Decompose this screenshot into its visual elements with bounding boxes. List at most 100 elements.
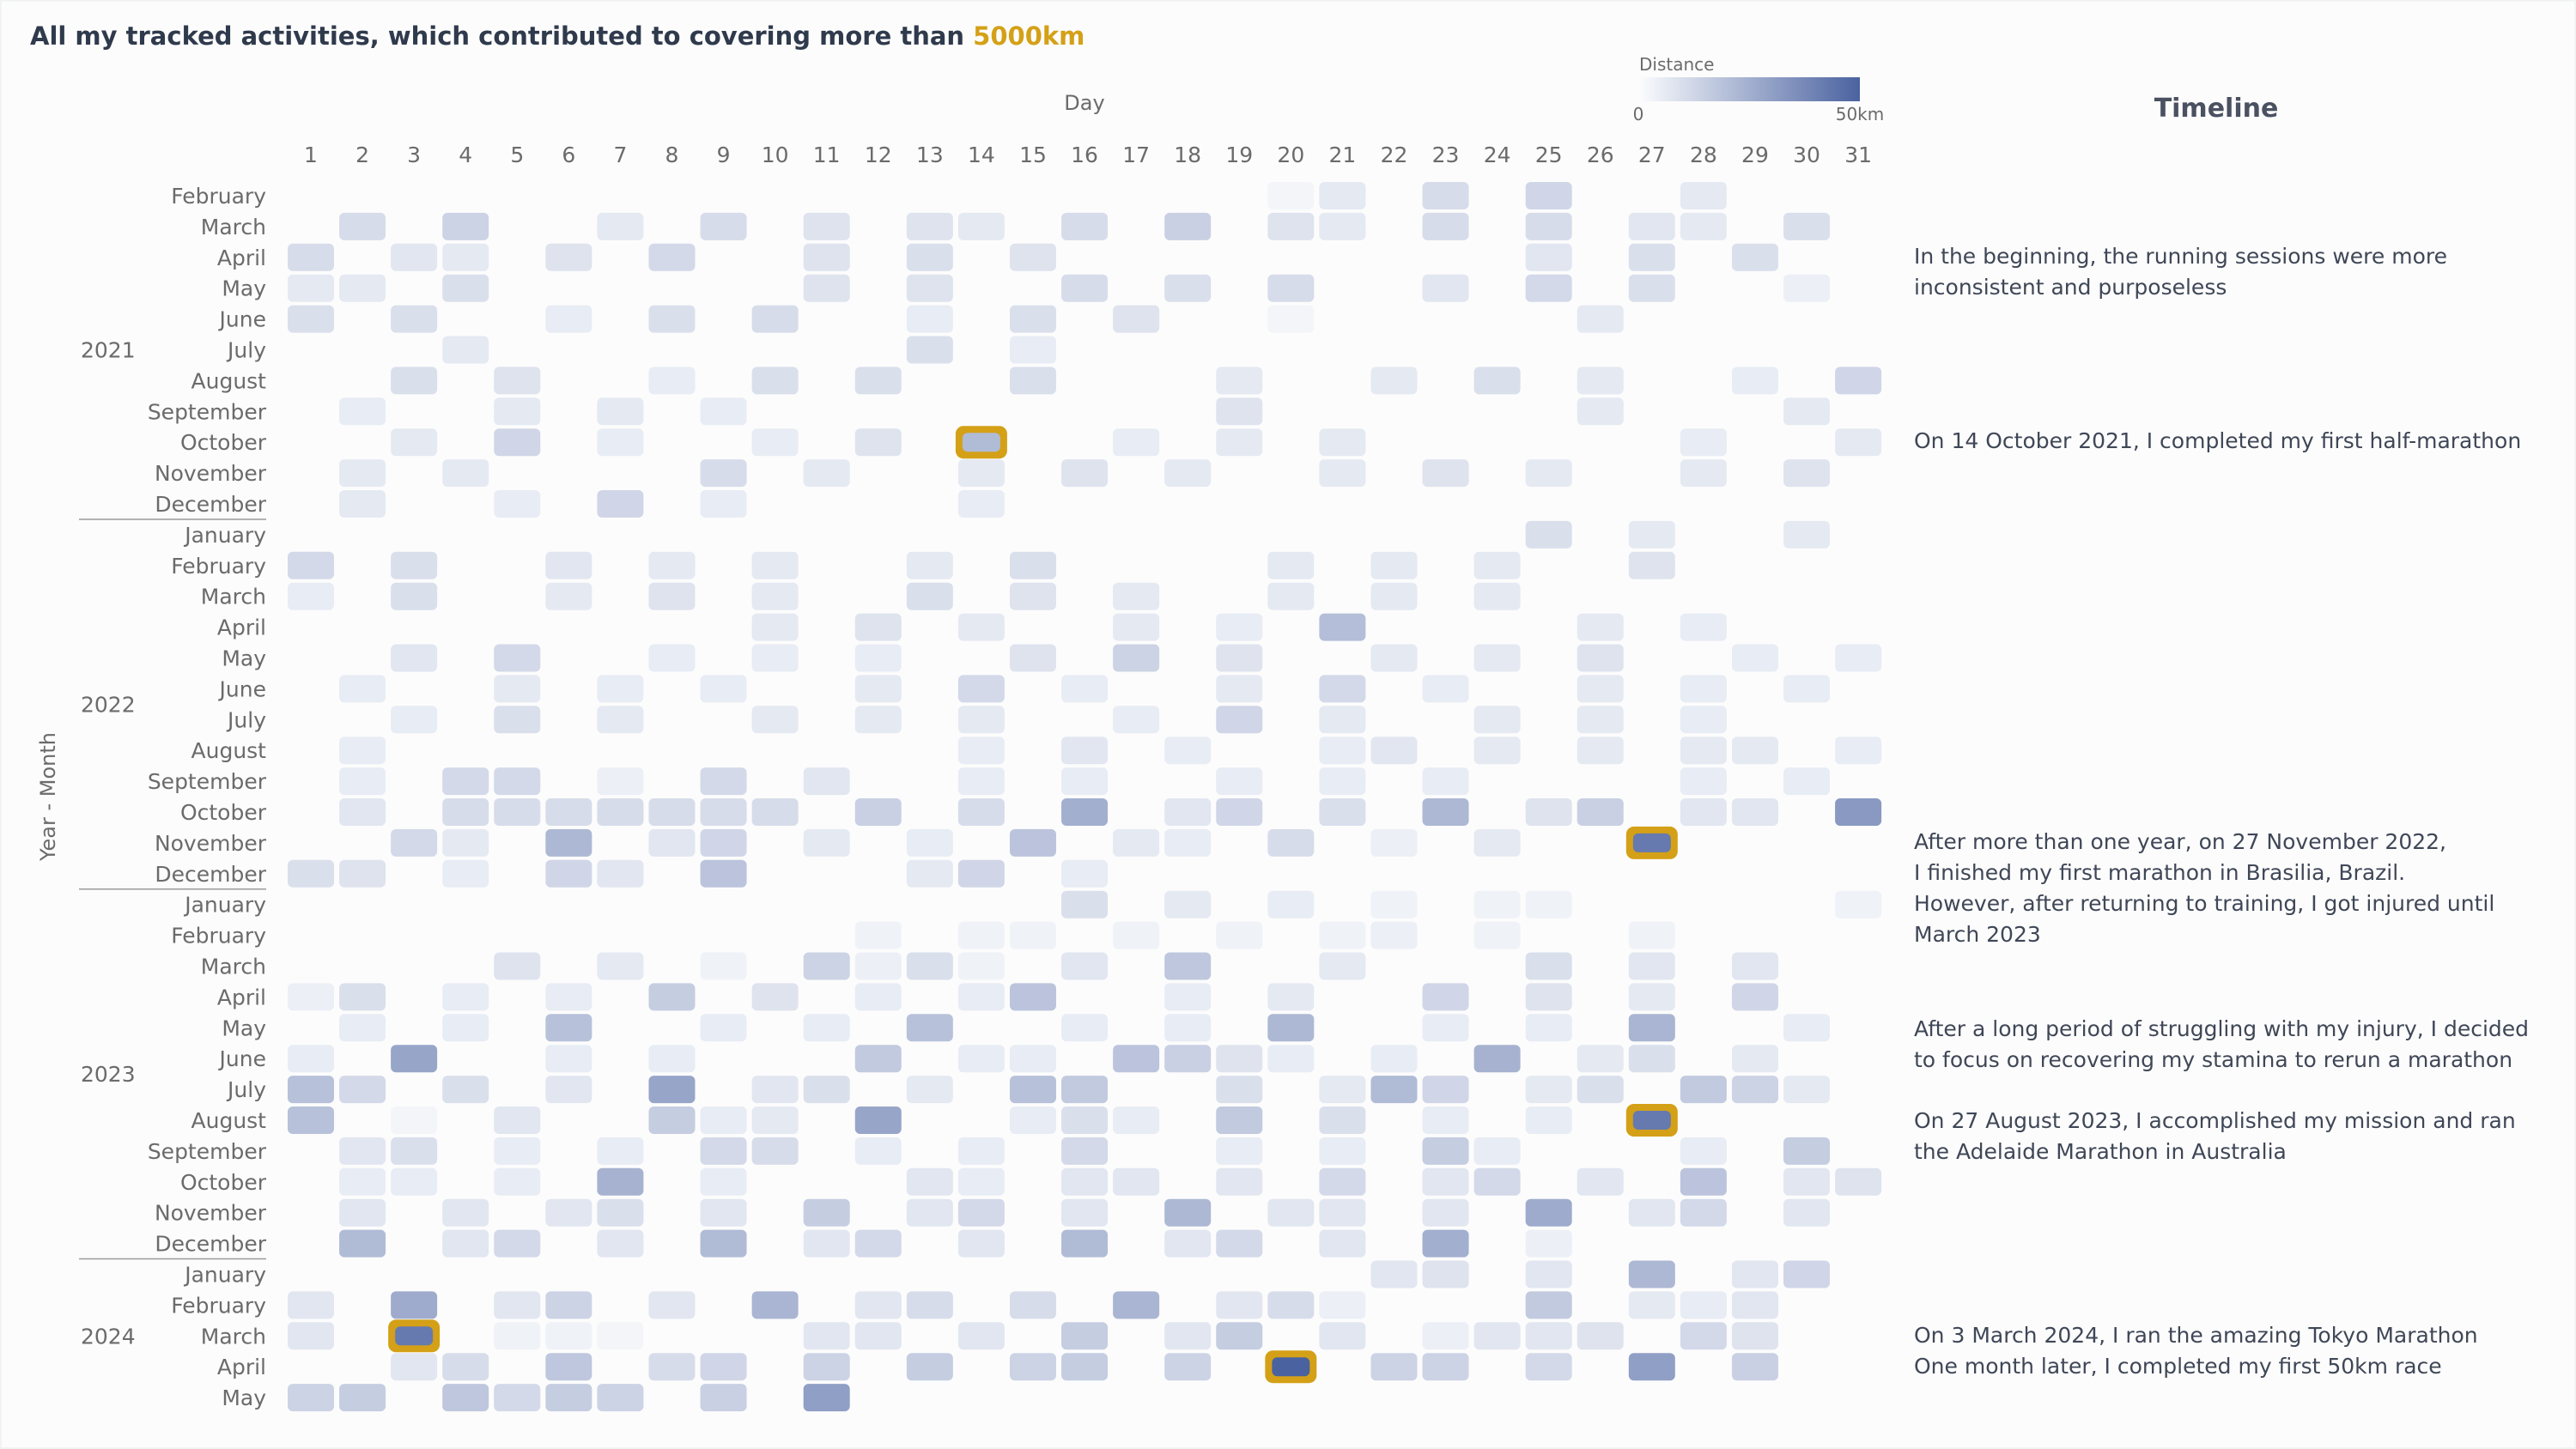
heatmap-cell xyxy=(700,1198,747,1227)
heatmap-cell xyxy=(1680,767,1727,796)
x-tick-label: 9 xyxy=(717,142,731,167)
month-label: January xyxy=(183,523,266,548)
heatmap-cell xyxy=(339,397,386,426)
heatmap-cell xyxy=(1216,613,1263,641)
heatmap-cell xyxy=(1731,1076,1778,1104)
heatmap-cell xyxy=(1113,921,1160,949)
heatmap-cell xyxy=(803,1198,850,1227)
heatmap-cell xyxy=(494,490,541,518)
heatmap-cell xyxy=(339,490,386,518)
heatmap-cell xyxy=(339,274,386,302)
x-tick-label: 14 xyxy=(968,142,995,167)
heatmap-cell xyxy=(1009,243,1056,271)
heatmap-cell xyxy=(1061,737,1109,765)
heatmap-cell xyxy=(700,1106,747,1134)
heatmap-cell xyxy=(1628,1014,1675,1042)
month-label: October xyxy=(180,430,267,455)
heatmap-cell xyxy=(854,952,902,980)
heatmap-cell xyxy=(494,1291,541,1319)
heatmap-cell xyxy=(854,644,902,672)
x-tick-label: 1 xyxy=(304,142,318,167)
heatmap-cell xyxy=(597,1167,644,1196)
heatmap-cell xyxy=(906,1198,953,1227)
heatmap-cell xyxy=(1370,737,1418,765)
heatmap-cell xyxy=(288,1291,334,1319)
heatmap-cell xyxy=(1216,798,1263,826)
heatmap-cell xyxy=(1319,767,1366,796)
month-label: June xyxy=(218,307,266,332)
heatmap-cell xyxy=(700,828,747,857)
heatmap-cell xyxy=(288,305,334,333)
heatmap-cell xyxy=(957,706,1005,734)
heatmap-cell xyxy=(1680,1137,1727,1165)
heatmap-cell xyxy=(1628,520,1675,549)
heatmap-cell xyxy=(597,397,644,426)
heatmap-cell xyxy=(1632,833,1671,852)
x-tick-label: 22 xyxy=(1381,142,1408,167)
heatmap-cell xyxy=(1680,1291,1727,1319)
heatmap-cell xyxy=(1164,890,1212,919)
heatmap-cell xyxy=(751,367,799,395)
timeline-note-line: the Adelaide Marathon in Australia xyxy=(1914,1139,2287,1164)
heatmap-cell xyxy=(442,336,489,364)
timeline-note-line: to focus on recovering my stamina to rer… xyxy=(1914,1047,2512,1072)
heatmap-cell xyxy=(1731,1260,1778,1288)
heatmap-cell xyxy=(1164,1198,1212,1227)
heatmap-cell xyxy=(1473,828,1521,857)
x-tick-label: 25 xyxy=(1535,142,1563,167)
heatmap-cell xyxy=(1319,675,1366,703)
heatmap-cell xyxy=(854,1045,902,1073)
heatmap-cell xyxy=(700,212,747,240)
heatmap-cell xyxy=(648,243,696,271)
month-label: August xyxy=(191,738,267,763)
heatmap-cell xyxy=(391,1291,438,1319)
heatmap-cell xyxy=(1370,890,1418,919)
heatmap-cell xyxy=(700,459,747,488)
heatmap-cell xyxy=(494,1229,541,1258)
heatmap-cell xyxy=(1164,1229,1212,1258)
heatmap-cell xyxy=(1061,1076,1109,1104)
x-tick-label: 24 xyxy=(1484,142,1511,167)
heatmap-cell xyxy=(1422,675,1469,703)
heatmap-cell xyxy=(442,1076,489,1104)
heatmap-cell xyxy=(957,1137,1005,1165)
heatmap-cell xyxy=(1835,644,1882,672)
heatmap-cell xyxy=(391,305,438,333)
heatmap-cell xyxy=(1680,613,1727,641)
heatmap-cell xyxy=(1061,1198,1109,1227)
heatmap-cell xyxy=(1370,1045,1418,1073)
heatmap-cell xyxy=(1422,1322,1469,1350)
heatmap-cell xyxy=(1319,1076,1366,1104)
heatmap-cell xyxy=(1577,706,1624,734)
month-label: April xyxy=(217,1355,266,1379)
heatmap-cell xyxy=(597,675,644,703)
x-tick-label: 13 xyxy=(916,142,944,167)
timeline-title: Timeline xyxy=(2154,94,2279,124)
heatmap-cell xyxy=(1525,1260,1572,1288)
heatmap-cell xyxy=(494,397,541,426)
heatmap-cell xyxy=(1216,1106,1263,1134)
heatmap-cell xyxy=(957,675,1005,703)
month-label: August xyxy=(191,368,267,393)
heatmap-cell xyxy=(1680,428,1727,457)
heatmap-cell xyxy=(1473,1167,1521,1196)
timeline-note-line: After more than one year, on 27 November… xyxy=(1914,829,2446,854)
heatmap-cell xyxy=(1061,1167,1109,1196)
x-tick-label: 31 xyxy=(1844,142,1872,167)
month-label: July xyxy=(226,707,266,732)
heatmap-cell xyxy=(1061,1229,1109,1258)
heatmap-cell xyxy=(1628,212,1675,240)
month-label: April xyxy=(217,615,266,640)
heatmap-cell xyxy=(1267,1045,1315,1073)
heatmap-cell xyxy=(1319,1167,1366,1196)
heatmap-cell xyxy=(854,1291,902,1319)
heatmap-cell xyxy=(442,274,489,302)
heatmap-cell xyxy=(1009,1076,1056,1104)
chart-title-highlight: 5000km xyxy=(973,21,1084,51)
heatmap-cell xyxy=(339,859,386,888)
heatmap-cell xyxy=(494,706,541,734)
heatmap-cell xyxy=(1009,1353,1056,1381)
heatmap-cell xyxy=(545,983,592,1011)
heatmap-cell xyxy=(1680,1076,1727,1104)
heatmap-cell xyxy=(1319,613,1366,641)
